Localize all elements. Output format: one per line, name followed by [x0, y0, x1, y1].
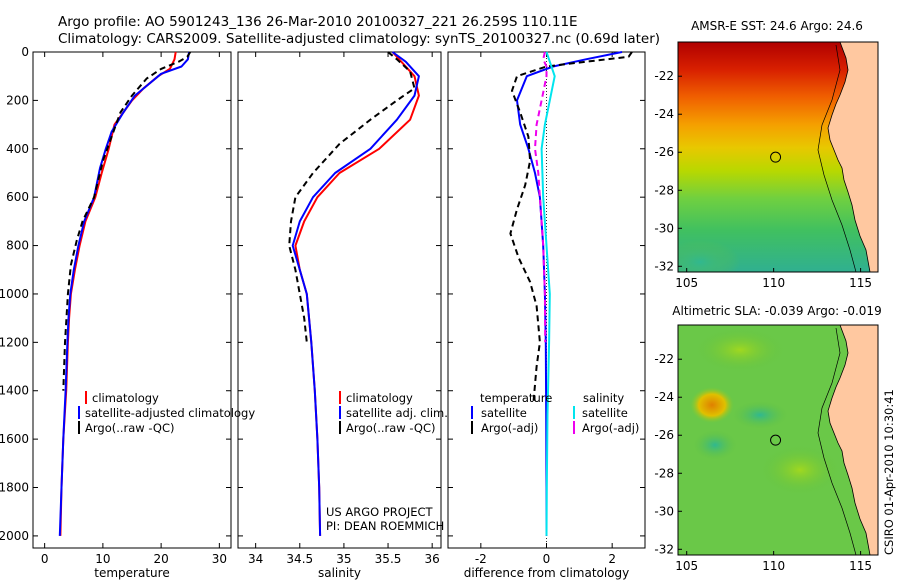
legend-label-temp-satellite: satellite	[481, 406, 527, 420]
map-y-tick-label: -30	[654, 221, 674, 235]
map-y-tick-label: -26	[654, 145, 674, 159]
legend-header-salinity: salinity	[583, 391, 624, 405]
map-x-tick-label: 105	[675, 276, 698, 290]
sla-map-title: Altimetric SLA: -0.039 Argo: -0.019	[672, 304, 881, 318]
legend-label-argo: Argo(..raw -QC)	[346, 421, 436, 435]
x-tick-label: 20	[153, 552, 168, 566]
y-tick-label: 1600	[0, 432, 29, 446]
legend-label-satellite: satellite adj. clim.	[346, 406, 448, 420]
x-tick-label: 10	[95, 552, 110, 566]
y-tick-label: 400	[6, 142, 29, 156]
x-tick-label: 0	[543, 552, 551, 566]
sla-shelf-contour	[817, 327, 857, 555]
x-tick-label: 35	[336, 552, 351, 566]
map-y-tick-label: -28	[654, 466, 674, 480]
series-line-satellite	[540, 51, 556, 536]
sst-map-frame	[677, 41, 879, 273]
map-y-tick-label: -30	[654, 504, 674, 518]
x-axis-label: difference from climatology	[464, 566, 630, 580]
sst-shelf-contour	[817, 44, 857, 272]
sla-hot-patch	[690, 387, 734, 423]
y-tick-label: 200	[6, 93, 29, 107]
x-tick-label: 36	[425, 552, 440, 566]
sla-green-patch-2	[760, 445, 840, 495]
legend-header-temperature: temperature	[480, 391, 552, 405]
sst-land	[827, 42, 878, 272]
plot-frame	[237, 51, 442, 549]
x-tick-label: 2	[608, 552, 616, 566]
x-tick-label: 0	[41, 552, 49, 566]
salinity-panel: 34 34.5 35 35.5 36 salinity	[237, 51, 442, 580]
legend-label-climatology: climatology	[346, 391, 413, 405]
sla-argo-marker	[770, 434, 782, 446]
map-y-tick-label: -24	[654, 390, 674, 404]
x-tick-label: 35.5	[375, 552, 402, 566]
salinity-legend: climatology satellite adj. clim. Argo(..…	[326, 391, 448, 533]
sla-land	[827, 325, 878, 555]
map-x-tick-label: 110	[762, 276, 785, 290]
map-y-tick-label: -24	[654, 107, 674, 121]
map-x-tick-label: 105	[675, 559, 698, 573]
project-annotation-line1: US ARGO PROJECT	[326, 505, 434, 519]
sla-green-patch-1	[695, 328, 785, 372]
temperature-panel: 0 10 20 30 0 200 400 600 800 1000 1200 1400 1600 1800…	[0, 45, 232, 580]
map-y-tick-label: -32	[654, 259, 674, 273]
plot-frame	[32, 51, 232, 549]
x-tick-label: 34.5	[286, 552, 313, 566]
legend-label-climatology: climatology	[92, 391, 159, 405]
map-x-tick-label: 115	[849, 559, 872, 573]
map-y-tick-label: -22	[654, 69, 674, 83]
temperature-legend: climatology satellite-adjusted climatolo…	[78, 391, 255, 435]
figure-title-line1: Argo profile: AO 5901243_136 26-Mar-2010…	[58, 14, 578, 30]
y-tick-label: 0	[21, 45, 29, 59]
series-line-satellite-adj-clim	[291, 51, 420, 536]
legend-label-temp-argo: Argo(-adj)	[481, 421, 538, 435]
y-tick-label: 1000	[0, 287, 29, 301]
side-timestamp-label: CSIRO 01-Apr-2010 10:30:41	[882, 389, 896, 555]
y-tick-label: 1400	[0, 384, 29, 398]
map-x-tick-label: 115	[849, 276, 872, 290]
figure-title-line2: Climatology: CARS2009. Satellite-adjuste…	[58, 31, 660, 47]
y-tick-label: 1200	[0, 335, 29, 349]
series-line-argo-raw-qc	[288, 51, 416, 343]
map-x-tick-label: 110	[762, 559, 785, 573]
sst-map-title: AMSR-E SST: 24.6 Argo: 24.6	[691, 19, 863, 33]
series-line-argo-adj	[509, 51, 633, 403]
y-tick-label: 600	[6, 190, 29, 204]
sla-map-panel: Altimetric SLA: -0.039 Argo: -0.019 105 1…	[654, 304, 881, 573]
map-y-tick-label: -28	[654, 183, 674, 197]
series-line-satellite	[516, 51, 623, 536]
y-tick-label: 2000	[0, 529, 29, 543]
series-line-argo-adj	[534, 51, 548, 343]
x-tick-label: -2	[475, 552, 487, 566]
legend-label-argo: Argo(..raw -QC)	[85, 421, 175, 435]
legend-label-satellite: satellite-adjusted climatology	[85, 406, 255, 420]
sst-cool-patch	[678, 240, 740, 272]
x-axis-label: temperature	[94, 566, 169, 580]
sst-map-panel: AMSR-E SST: 24.6 Argo: 24.6 105 110 115 -22…	[654, 19, 879, 290]
x-tick-label: 30	[212, 552, 227, 566]
y-tick-label: 800	[6, 239, 29, 253]
sst-argo-marker	[770, 151, 782, 163]
sla-cool-patch-2	[732, 401, 788, 429]
sla-map-frame	[677, 324, 879, 556]
series-line-argo-raw-qc	[62, 51, 192, 391]
project-annotation-line2: PI: DEAN ROEMMICH	[326, 519, 444, 533]
legend-label-sal-argo: Argo(-adj)	[582, 421, 639, 435]
x-axis-label: salinity	[318, 566, 361, 580]
map-y-tick-label: -32	[654, 542, 674, 556]
map-y-tick-label: -22	[654, 352, 674, 366]
map-y-tick-label: -26	[654, 428, 674, 442]
sla-cool-patch-1	[693, 430, 737, 460]
difference-legend: temperature salinity satellite Argo(-adj…	[471, 391, 639, 435]
y-tick-label: 1800	[0, 481, 29, 495]
legend-label-sal-satellite: satellite	[582, 406, 628, 420]
x-tick-label: 34	[248, 552, 263, 566]
